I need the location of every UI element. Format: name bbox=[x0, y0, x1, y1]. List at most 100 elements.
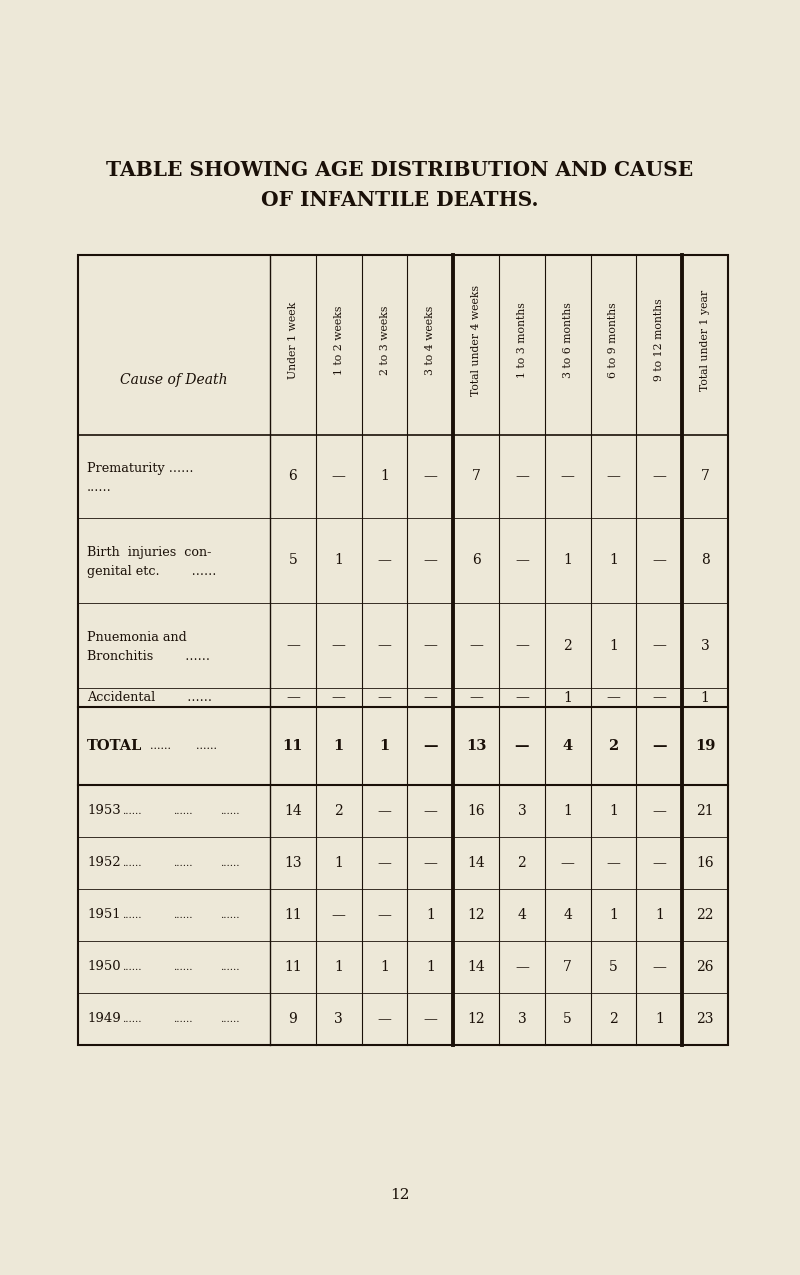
Text: 16: 16 bbox=[467, 805, 485, 819]
Text: ......: ...... bbox=[87, 481, 112, 493]
Text: 1952: 1952 bbox=[87, 857, 121, 870]
Text: —: — bbox=[423, 553, 438, 567]
Text: 2: 2 bbox=[608, 740, 618, 754]
Text: 16: 16 bbox=[696, 856, 714, 870]
Text: 1: 1 bbox=[334, 740, 344, 754]
Text: —: — bbox=[378, 639, 391, 653]
Text: 1: 1 bbox=[655, 908, 664, 922]
Text: ......: ...... bbox=[173, 1015, 193, 1024]
Text: 3: 3 bbox=[518, 1012, 526, 1026]
Text: 22: 22 bbox=[696, 908, 714, 922]
Text: 1949: 1949 bbox=[87, 1012, 121, 1025]
Text: —: — bbox=[514, 740, 529, 754]
Text: —: — bbox=[286, 639, 300, 653]
Text: —: — bbox=[423, 639, 438, 653]
Text: 2: 2 bbox=[563, 639, 572, 653]
Text: 19: 19 bbox=[695, 740, 715, 754]
Text: 26: 26 bbox=[696, 960, 714, 974]
Text: —: — bbox=[606, 691, 621, 705]
Text: ......: ...... bbox=[122, 963, 142, 972]
Text: —: — bbox=[378, 553, 391, 567]
Text: ......: ...... bbox=[173, 963, 193, 972]
Text: 2: 2 bbox=[609, 1012, 618, 1026]
Text: 5: 5 bbox=[563, 1012, 572, 1026]
Text: ......: ...... bbox=[122, 1015, 142, 1024]
Text: Total under 1 year: Total under 1 year bbox=[700, 289, 710, 390]
Text: 5: 5 bbox=[609, 960, 618, 974]
Text: 1: 1 bbox=[426, 908, 434, 922]
Text: 14: 14 bbox=[284, 805, 302, 819]
Text: 1: 1 bbox=[609, 805, 618, 819]
Text: 11: 11 bbox=[282, 740, 303, 754]
Text: Birth  injuries  con-: Birth injuries con- bbox=[87, 546, 211, 558]
Text: OF INFANTILE DEATHS.: OF INFANTILE DEATHS. bbox=[262, 190, 538, 210]
Text: —: — bbox=[652, 691, 666, 705]
Text: —: — bbox=[332, 639, 346, 653]
Text: 23: 23 bbox=[696, 1012, 714, 1026]
Text: TABLE SHOWING AGE DISTRIBUTION AND CAUSE: TABLE SHOWING AGE DISTRIBUTION AND CAUSE bbox=[106, 159, 694, 180]
Text: —: — bbox=[561, 469, 574, 483]
Text: 1: 1 bbox=[380, 960, 389, 974]
Text: 7: 7 bbox=[563, 960, 572, 974]
Text: —: — bbox=[378, 856, 391, 870]
Text: 3 to 6 months: 3 to 6 months bbox=[562, 302, 573, 377]
Text: —: — bbox=[378, 805, 391, 819]
Text: —: — bbox=[652, 856, 666, 870]
Text: Prematurity ......: Prematurity ...... bbox=[87, 462, 194, 476]
Text: —: — bbox=[378, 691, 391, 705]
Text: Accidental        ......: Accidental ...... bbox=[87, 691, 212, 704]
Text: ......: ...... bbox=[220, 963, 239, 972]
Text: 2: 2 bbox=[334, 805, 343, 819]
Text: 11: 11 bbox=[284, 908, 302, 922]
Text: 1: 1 bbox=[609, 639, 618, 653]
Text: 1: 1 bbox=[334, 553, 343, 567]
Text: 3: 3 bbox=[518, 805, 526, 819]
Text: —: — bbox=[652, 805, 666, 819]
Text: —: — bbox=[423, 691, 438, 705]
Text: —: — bbox=[515, 960, 529, 974]
Text: 1: 1 bbox=[609, 908, 618, 922]
Text: ......: ...... bbox=[173, 910, 193, 919]
Text: 1: 1 bbox=[426, 960, 434, 974]
Text: 4: 4 bbox=[562, 740, 573, 754]
Text: 3: 3 bbox=[334, 1012, 343, 1026]
Text: —: — bbox=[423, 1012, 438, 1026]
Text: 5: 5 bbox=[289, 553, 298, 567]
Text: 1950: 1950 bbox=[87, 960, 121, 974]
Text: 1: 1 bbox=[563, 691, 572, 705]
Text: ......: ...... bbox=[220, 910, 239, 919]
Text: 1: 1 bbox=[334, 856, 343, 870]
Text: —: — bbox=[515, 553, 529, 567]
Text: —: — bbox=[332, 691, 346, 705]
Text: 9: 9 bbox=[289, 1012, 298, 1026]
Text: —: — bbox=[469, 691, 483, 705]
Text: —: — bbox=[423, 856, 438, 870]
Text: Pnuemonia and: Pnuemonia and bbox=[87, 631, 186, 644]
Text: 7: 7 bbox=[472, 469, 481, 483]
Text: genital etc.        ......: genital etc. ...... bbox=[87, 565, 216, 578]
Text: 14: 14 bbox=[467, 960, 485, 974]
Text: 1 to 2 weeks: 1 to 2 weeks bbox=[334, 305, 344, 375]
Text: 1: 1 bbox=[563, 553, 572, 567]
Text: Total under 4 weeks: Total under 4 weeks bbox=[471, 284, 481, 395]
Text: —: — bbox=[286, 691, 300, 705]
Text: —: — bbox=[515, 639, 529, 653]
Text: 12: 12 bbox=[390, 1188, 410, 1202]
Text: ......: ...... bbox=[220, 1015, 239, 1024]
Text: 1 to 3 months: 1 to 3 months bbox=[517, 302, 527, 377]
Text: —: — bbox=[652, 469, 666, 483]
Text: Cause of Death: Cause of Death bbox=[120, 374, 228, 388]
Text: —: — bbox=[606, 856, 621, 870]
Text: 14: 14 bbox=[467, 856, 485, 870]
Text: 11: 11 bbox=[284, 960, 302, 974]
Text: —: — bbox=[606, 469, 621, 483]
Text: —: — bbox=[515, 691, 529, 705]
Text: —: — bbox=[652, 639, 666, 653]
Text: —: — bbox=[652, 740, 666, 754]
Text: 1: 1 bbox=[563, 805, 572, 819]
Text: 1: 1 bbox=[380, 469, 389, 483]
Text: 1: 1 bbox=[379, 740, 390, 754]
Text: 1951: 1951 bbox=[87, 909, 121, 922]
Text: 6: 6 bbox=[289, 469, 298, 483]
Text: ......: ...... bbox=[122, 910, 142, 919]
